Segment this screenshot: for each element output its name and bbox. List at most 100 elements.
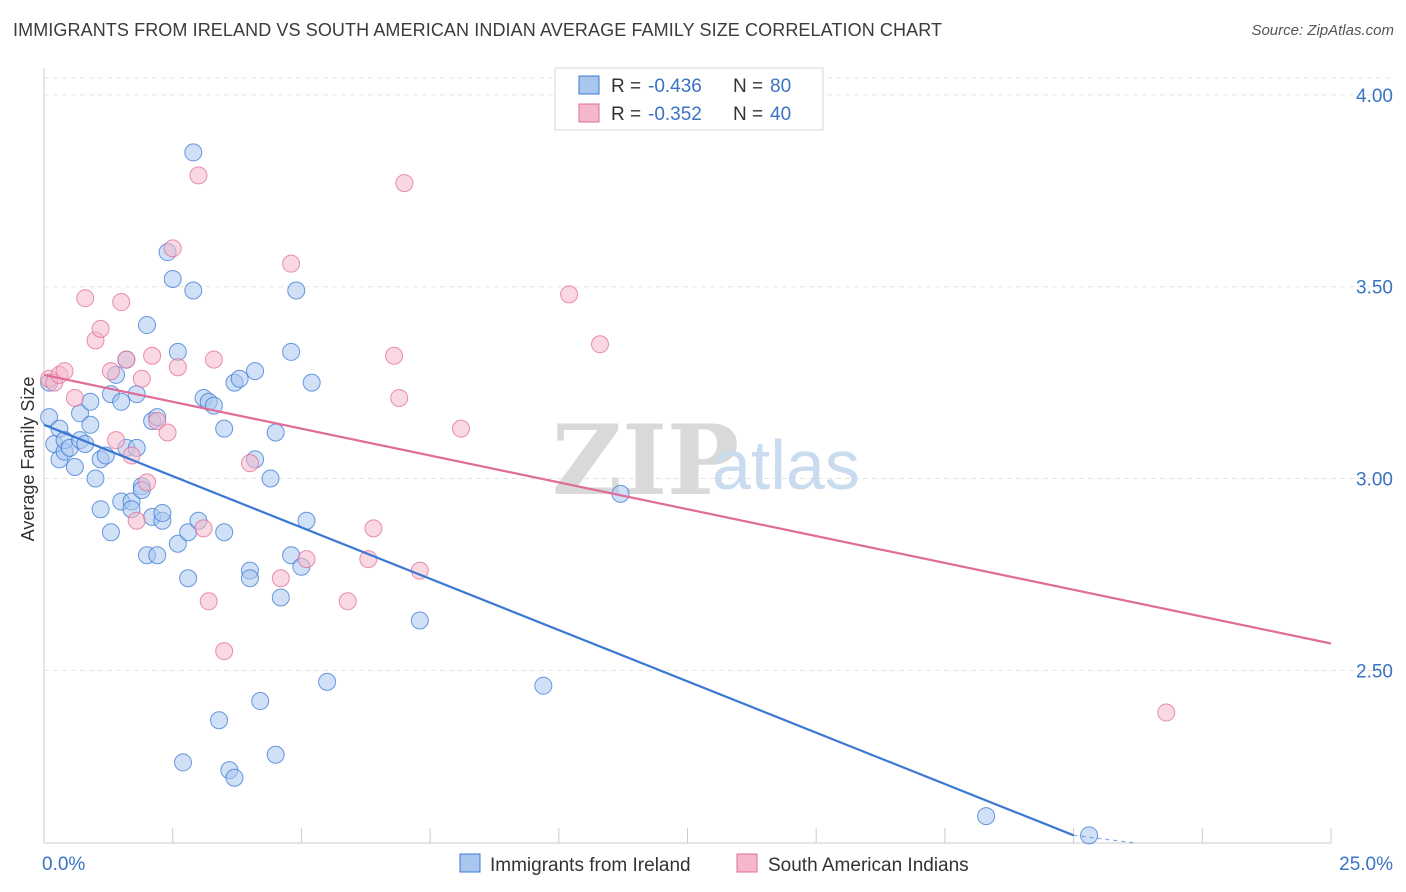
data-point-ireland xyxy=(1080,826,1099,845)
legend-n-label-1: N = xyxy=(733,76,763,97)
data-point-ireland xyxy=(251,692,270,711)
data-point-south-american xyxy=(451,419,470,438)
data-point-ireland xyxy=(112,392,131,411)
data-point-ireland xyxy=(137,316,156,335)
legend-swatch-south-american xyxy=(578,103,600,123)
data-point-south-american xyxy=(240,454,259,473)
watermark-zip: ZIP xyxy=(552,404,739,517)
data-point-south-american xyxy=(158,423,177,442)
data-point-south-american xyxy=(194,519,213,538)
data-point-south-american xyxy=(297,550,316,569)
data-point-ireland xyxy=(302,373,321,392)
data-points xyxy=(40,143,1176,845)
data-point-ireland xyxy=(215,523,234,542)
data-point-ireland xyxy=(266,745,285,764)
data-point-south-american xyxy=(91,319,110,338)
y-tick-label: 4.00 xyxy=(1356,86,1393,107)
data-point-ireland xyxy=(230,369,249,388)
data-point-ireland xyxy=(65,458,84,477)
data-point-ireland xyxy=(210,711,229,730)
trend-line-ireland-extension xyxy=(1073,834,1136,844)
data-point-south-american xyxy=(148,411,167,430)
data-point-ireland xyxy=(318,672,337,691)
y-tick-label: 3.50 xyxy=(1356,278,1393,299)
data-point-south-american xyxy=(127,511,146,530)
watermark: ZIP atlas xyxy=(552,404,860,517)
trend-lines xyxy=(43,373,1332,844)
data-point-ireland xyxy=(266,423,285,442)
data-point-ireland xyxy=(215,419,234,438)
legend-swatch-ireland xyxy=(578,75,600,95)
data-point-south-american xyxy=(168,358,187,377)
stats-legend: R = -0.436 N = 80 R = -0.352 N = 40 xyxy=(554,67,824,131)
data-point-ireland xyxy=(101,523,120,542)
data-point-south-american xyxy=(199,592,218,611)
watermark-atlas: atlas xyxy=(712,426,860,504)
data-point-ireland xyxy=(173,753,192,772)
data-point-ireland xyxy=(534,676,553,695)
legend-r-label-1: R = xyxy=(611,76,641,97)
data-point-south-american xyxy=(385,346,404,365)
data-point-ireland xyxy=(271,588,290,607)
data-point-ireland xyxy=(91,500,110,519)
data-point-south-american xyxy=(76,289,95,308)
data-point-ireland xyxy=(86,469,105,488)
data-point-south-american xyxy=(163,239,182,258)
data-point-ireland xyxy=(81,415,100,434)
data-point-ireland xyxy=(184,281,203,300)
legend-r-value-2: -0.352 xyxy=(648,104,702,125)
series-legend-swatch-ireland xyxy=(459,853,481,873)
source-label: Source: ZipAtlas.com xyxy=(1251,22,1394,39)
data-point-ireland xyxy=(168,534,187,553)
data-point-ireland xyxy=(184,143,203,162)
data-point-south-american xyxy=(117,350,136,369)
data-point-south-american xyxy=(101,362,120,381)
data-point-south-american xyxy=(137,473,156,492)
y-axis-title: Average Family Size xyxy=(18,377,38,542)
x-tick-labels: 0.0% 25.0% xyxy=(42,854,1393,875)
data-point-ireland xyxy=(287,281,306,300)
data-point-south-american xyxy=(560,285,579,304)
data-point-south-american xyxy=(338,592,357,611)
y-tick-label: 2.50 xyxy=(1356,661,1393,682)
data-point-south-american xyxy=(590,335,609,354)
data-point-ireland xyxy=(261,469,280,488)
data-point-ireland xyxy=(40,408,59,427)
series-legend: Immigrants from Ireland South American I… xyxy=(459,853,969,876)
data-point-south-american xyxy=(390,388,409,407)
series-legend-label-south-american: South American Indians xyxy=(768,855,969,876)
data-point-ireland xyxy=(246,362,265,381)
data-point-ireland xyxy=(240,569,259,588)
x-tick-label: 0.0% xyxy=(42,854,85,875)
series-legend-swatch-south-american xyxy=(736,853,758,873)
data-point-ireland xyxy=(977,807,996,826)
data-point-ireland xyxy=(225,768,244,787)
legend-n-value-2: 40 xyxy=(770,104,791,125)
data-point-south-american xyxy=(112,293,131,312)
series-legend-label-ireland: Immigrants from Ireland xyxy=(490,855,691,876)
trend-line-ireland xyxy=(43,423,1075,837)
legend-r-label-2: R = xyxy=(611,104,641,125)
trend-line-south-american xyxy=(43,373,1332,645)
data-point-ireland xyxy=(153,504,172,523)
y-tick-label: 3.00 xyxy=(1356,470,1393,491)
data-point-ireland xyxy=(410,611,429,630)
x-tick-label: 25.0% xyxy=(1339,854,1393,875)
data-point-south-american xyxy=(132,369,151,388)
legend-r-value-1: -0.436 xyxy=(648,76,702,97)
data-point-south-american xyxy=(364,519,383,538)
data-point-ireland xyxy=(168,342,187,361)
chart-title: IMMIGRANTS FROM IRELAND VS SOUTH AMERICA… xyxy=(13,20,943,40)
data-point-ireland xyxy=(179,569,198,588)
data-point-south-american xyxy=(215,642,234,661)
data-point-south-american xyxy=(143,346,162,365)
data-point-south-american xyxy=(65,388,84,407)
data-point-south-american xyxy=(204,350,223,369)
data-point-ireland xyxy=(163,270,182,289)
data-point-south-american xyxy=(107,431,126,450)
legend-n-value-1: 80 xyxy=(770,76,791,97)
data-point-south-american xyxy=(271,569,290,588)
y-tick-labels: 2.50 3.00 3.50 4.00 xyxy=(1356,86,1393,682)
data-point-ireland xyxy=(148,546,167,565)
